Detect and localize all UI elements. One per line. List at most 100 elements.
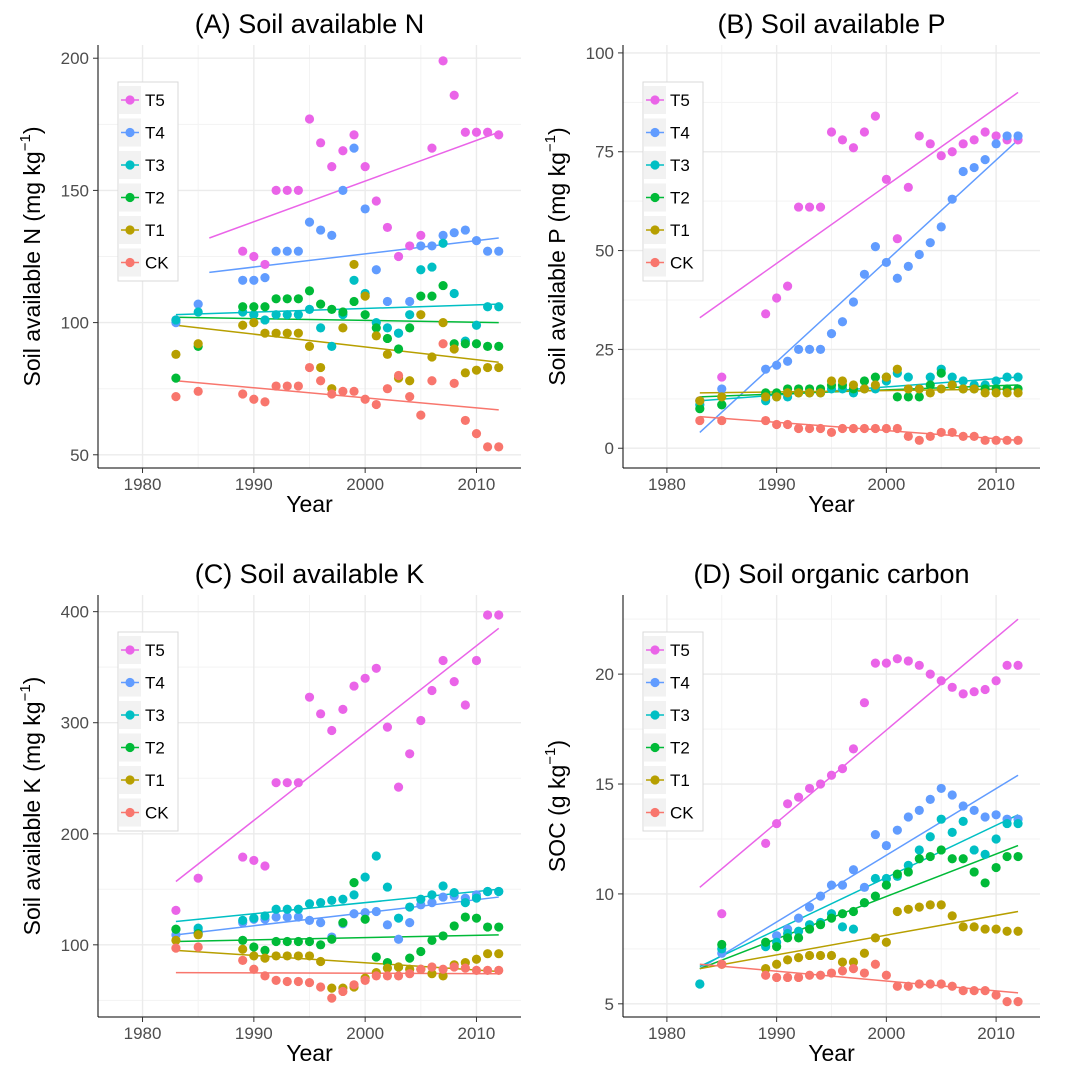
data-point-t5 (958, 689, 968, 699)
data-point-ck (449, 962, 459, 972)
data-point-t5 (304, 692, 315, 702)
fit-line-t5 (699, 618, 1019, 888)
legend-label-t2: T2 (145, 739, 165, 758)
data-point-t1 (804, 388, 815, 398)
y-axis-label-end: ) (544, 127, 570, 135)
data-point-t1 (260, 953, 270, 963)
x-tick-label: 2000 (867, 475, 905, 494)
data-point-ck (249, 964, 259, 974)
data-point-ck (293, 381, 303, 391)
data-point-t1 (892, 364, 902, 374)
data-point-t4 (249, 275, 259, 285)
data-point-t4 (1013, 131, 1023, 141)
data-point-ck (783, 972, 793, 983)
data-point-t3 (1013, 372, 1023, 382)
data-point-t2 (371, 323, 381, 333)
data-point-t5 (772, 818, 782, 829)
data-point-t2 (316, 940, 326, 950)
data-point-ck (881, 423, 891, 434)
data-point-t4 (1002, 131, 1012, 141)
legend-key-point (650, 127, 660, 138)
legend-key-point (650, 95, 660, 105)
data-point-t5 (881, 658, 891, 668)
data-point-t2 (717, 400, 727, 410)
data-point-t5 (870, 658, 880, 668)
fit-line-t4 (175, 896, 499, 936)
data-point-t2 (438, 931, 448, 941)
data-point-t1 (193, 930, 203, 940)
data-point-ck (427, 962, 437, 972)
data-point-t2 (969, 867, 979, 877)
data-point-t1 (991, 388, 1001, 398)
data-point-t2 (171, 924, 181, 934)
data-point-t4 (416, 241, 426, 251)
data-point-t4 (405, 296, 415, 307)
x-tick-label: 1980 (648, 475, 686, 494)
legend-key-point (650, 677, 660, 688)
data-point-t1 (925, 900, 935, 910)
data-point-t1 (438, 317, 448, 328)
data-point-t3 (271, 310, 281, 320)
data-point-t4 (271, 246, 281, 256)
data-point-t2 (870, 891, 880, 901)
data-point-ck (483, 965, 493, 975)
data-point-ck (238, 955, 248, 965)
y-tick-label: 100 (61, 314, 89, 333)
fit-line-t3 (699, 814, 1019, 968)
data-point-ck (471, 965, 482, 975)
y-tick-label: 100 (586, 44, 614, 63)
y-tick-label: 300 (61, 714, 89, 733)
data-point-ck (837, 966, 848, 976)
data-point-t4 (848, 865, 859, 875)
data-point-ck (892, 423, 902, 434)
panel-0: 1980 1990 2000 2010 50 100 150 200 (A) Soil avai… (17, 9, 521, 517)
data-point-t5 (382, 722, 393, 732)
data-point-t5 (1002, 660, 1012, 670)
legend-key-point (125, 710, 135, 720)
data-point-t5 (793, 792, 804, 802)
data-point-t5 (427, 685, 437, 696)
x-tick-label: 1980 (124, 1024, 162, 1043)
y-tick-label: 100 (61, 936, 89, 955)
data-point-ck (304, 977, 315, 988)
legend-label-t4: T4 (670, 674, 690, 693)
data-point-t4 (936, 222, 946, 232)
data-point-t4 (349, 143, 359, 153)
legend-label-t5: T5 (145, 91, 165, 110)
data-point-t5 (382, 222, 393, 233)
data-point-t3 (438, 238, 448, 248)
data-point-t1 (717, 392, 727, 402)
data-point-t4 (958, 166, 968, 177)
data-point-t3 (293, 310, 303, 320)
data-point-ck (238, 389, 248, 399)
data-point-t5 (494, 130, 504, 140)
data-point-t5 (783, 799, 793, 809)
data-point-t2 (405, 323, 415, 333)
data-point-t1 (914, 384, 924, 394)
data-point-t4 (793, 913, 804, 923)
data-point-t2 (427, 935, 437, 945)
data-point-t1 (304, 341, 315, 351)
data-point-t4 (193, 299, 203, 309)
data-point-t3 (327, 341, 337, 351)
data-point-t3 (171, 315, 181, 325)
data-point-t4 (980, 155, 990, 165)
data-point-t5 (991, 676, 1001, 686)
data-point-t5 (969, 687, 979, 697)
data-point-t3 (471, 893, 482, 903)
data-point-ck (859, 423, 870, 434)
data-point-t4 (837, 317, 848, 327)
data-point-t2 (304, 286, 315, 296)
data-point-t3 (870, 873, 880, 884)
legend-label-ck: CK (145, 804, 169, 823)
data-point-t5 (483, 610, 493, 620)
data-point-t5 (980, 127, 990, 137)
legend-key-point (125, 95, 135, 105)
data-point-ck (449, 378, 459, 388)
data-point-t5 (772, 293, 782, 303)
data-point-t1 (848, 957, 859, 967)
data-point-t1 (427, 352, 437, 362)
y-axis-label-main: SOC (g kg (544, 765, 570, 872)
y-tick-label: 50 (70, 446, 89, 465)
data-point-t2 (914, 392, 924, 402)
